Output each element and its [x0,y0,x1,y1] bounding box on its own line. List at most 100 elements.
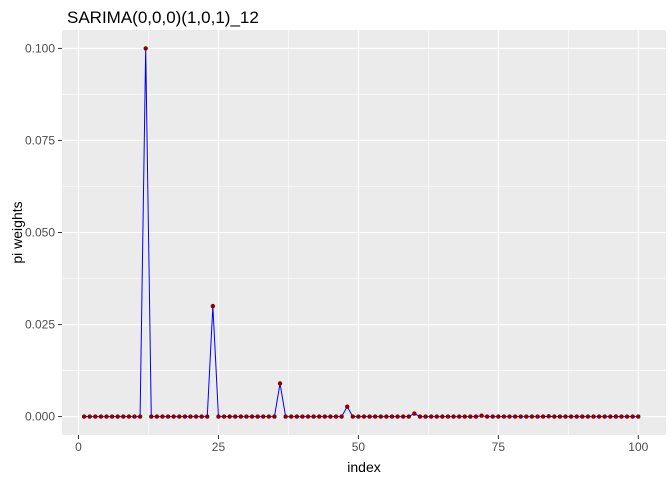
data-point [87,414,92,419]
data-point [574,414,579,419]
data-point [109,414,115,419]
data-point [518,414,523,419]
data-point [227,414,232,419]
data-point [512,414,518,419]
data-point [440,414,445,419]
data-point [484,414,490,419]
data-point [143,46,148,51]
x-tick-label: 50 [352,440,366,454]
data-point [619,414,624,419]
data-point [613,414,619,419]
data-point [412,411,417,416]
data-point [205,414,210,419]
data-point [496,414,501,419]
data-point [378,414,383,419]
data-point [602,414,607,419]
data-point [361,414,367,419]
data-point [317,414,322,419]
x-axis: 0 25 50 75 100 [75,435,649,454]
y-tick-label: 0.100 [25,41,55,55]
y-tick-label: 0.025 [25,318,55,332]
data-point [417,414,423,419]
series-points [81,46,641,419]
data-point [199,414,204,419]
data-point [479,413,484,418]
data-point [356,414,361,419]
data-point [300,414,305,419]
data-point [406,414,411,419]
x-tick-label: 100 [628,440,648,454]
data-point [261,414,266,419]
data-point [585,414,591,419]
data-point [283,414,288,419]
data-point [137,414,143,419]
data-point [529,414,535,419]
data-point [132,414,137,419]
y-axis: 0.000 0.025 0.050 0.075 0.100 [25,41,62,424]
data-point [367,414,372,419]
data-point [188,414,193,419]
data-point [428,414,434,419]
data-point [221,414,227,419]
data-point [624,414,630,419]
data-point [384,414,389,419]
data-point [210,303,216,309]
data-point [350,414,356,419]
data-point [339,414,344,419]
data-point [255,414,260,419]
y-tick-label: 0.050 [25,226,55,240]
data-point [93,414,98,419]
data-point [345,404,350,409]
data-point [540,414,546,419]
data-point [154,414,160,419]
data-point [524,414,529,419]
data-point [372,414,378,419]
data-point [81,414,87,419]
data-point [395,414,400,419]
data-point [490,414,495,419]
data-point [423,414,428,419]
data-point [294,414,300,419]
data-point [546,414,551,419]
data-point [636,414,641,419]
data-point [456,414,462,419]
data-point [400,414,406,419]
data-point [126,414,132,419]
data-point [233,414,238,419]
data-point [244,414,249,419]
data-point [177,414,182,419]
data-point [580,414,585,419]
data-point [608,414,613,419]
data-point [630,414,635,419]
data-point [501,414,507,419]
data-point [277,381,283,386]
data-point [473,414,479,419]
data-point [121,414,126,419]
y-axis-title: pi weights [9,201,25,263]
data-point [557,414,563,419]
data-point [535,414,540,419]
data-point [160,414,165,419]
data-point [289,414,294,419]
data-point [434,414,439,419]
data-point [115,414,120,419]
x-tick-label: 25 [212,440,226,454]
data-point [238,414,244,419]
x-tick-label: 75 [492,440,506,454]
data-point [104,414,109,419]
data-point [171,414,176,419]
data-point [563,414,568,419]
data-point [445,414,451,419]
data-point [193,414,199,419]
data-point [333,414,339,419]
data-point [507,414,512,419]
data-point [552,414,557,419]
series-pi-weights [84,48,639,418]
series-line [84,48,639,418]
data-point [591,414,596,419]
chart-title: SARIMA(0,0,0)(1,0,1)_12 [67,8,259,27]
x-axis-title: index [347,459,380,475]
data-point [266,414,272,419]
